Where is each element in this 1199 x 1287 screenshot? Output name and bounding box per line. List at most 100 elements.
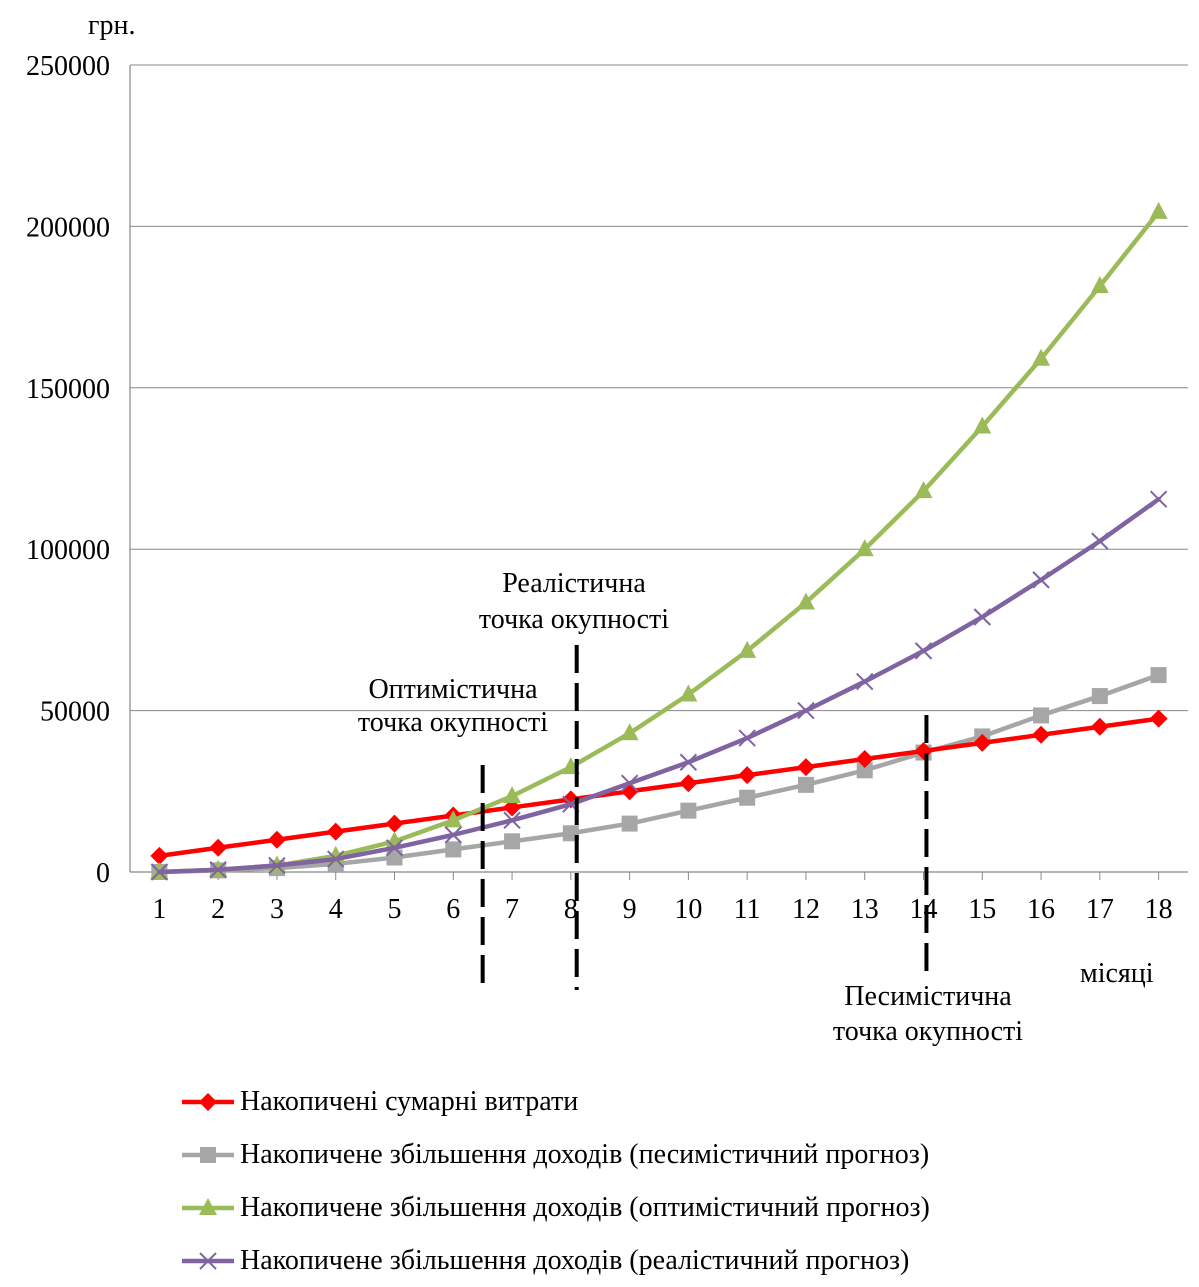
series-line <box>157 209 1161 875</box>
data-point <box>1090 276 1109 294</box>
data-point <box>796 758 815 777</box>
legend: Накопичені сумарні витрати Накопичене збі… <box>180 1075 930 1287</box>
data-point <box>739 789 756 806</box>
x-tick-label: 4 <box>329 894 343 925</box>
data-point <box>504 833 521 850</box>
data-point <box>680 802 697 819</box>
x-tick-label: 16 <box>1027 894 1055 925</box>
data-point <box>150 846 169 865</box>
y-axis-label: грн. <box>88 10 135 41</box>
data-point <box>621 815 638 832</box>
data-point <box>503 811 521 830</box>
data-point <box>267 830 286 849</box>
data-point <box>326 822 345 841</box>
series-0 <box>150 709 1168 865</box>
annotation-label: Оптимістична <box>368 674 538 705</box>
data-point <box>1090 717 1109 736</box>
legend-swatch-marker <box>200 1146 216 1163</box>
data-point <box>856 762 873 779</box>
y-tick-labels: 0 50000 100000 150000 200000 250000 <box>26 51 110 889</box>
legend-swatch-marker <box>199 1197 217 1215</box>
x-tick-label: 18 <box>1145 894 1173 925</box>
legend-label: Накопичене збільшення доходів (реалістич… <box>240 1244 910 1276</box>
annotation-label: Песимістична <box>844 981 1012 1012</box>
legend-swatch <box>182 1092 234 1111</box>
data-point <box>209 838 228 857</box>
legend-label: Накопичені сумарні витрати <box>240 1085 579 1117</box>
data-point <box>738 766 757 785</box>
y-tick-label: 200000 <box>26 212 110 243</box>
data-point <box>386 849 403 866</box>
data-point <box>444 826 462 844</box>
annotation-label: точка окупності <box>479 604 669 635</box>
data-point <box>445 841 462 858</box>
annotation-label: точка окупності <box>358 707 548 738</box>
data-point <box>1149 490 1168 508</box>
series-group <box>150 201 1168 881</box>
y-tick-label: 100000 <box>26 535 110 566</box>
data-point <box>797 701 815 720</box>
legend-swatch <box>182 1146 234 1163</box>
data-point <box>738 640 757 658</box>
data-point <box>797 776 814 793</box>
data-point <box>1149 709 1168 728</box>
x-tick-label: 1 <box>152 894 166 925</box>
series-line <box>157 716 1161 859</box>
x-tick-label: 13 <box>851 894 879 925</box>
gridlines <box>130 64 1188 712</box>
data-point <box>385 839 404 857</box>
data-point <box>796 592 815 610</box>
data-point <box>914 642 933 660</box>
data-point <box>679 774 698 793</box>
data-point <box>1032 348 1051 366</box>
data-point <box>679 684 698 702</box>
data-point <box>620 774 639 792</box>
data-point <box>973 416 992 434</box>
data-point <box>1091 688 1108 705</box>
x-tick-label: 10 <box>674 894 702 925</box>
y-tick-label: 150000 <box>26 374 110 405</box>
y-tick-label: 50000 <box>40 697 110 728</box>
legend-item: Накопичене збільшення доходів (реалістич… <box>180 1234 930 1287</box>
data-point <box>855 539 874 557</box>
data-point <box>679 753 698 771</box>
x-tick-label: 8 <box>564 894 578 925</box>
x-tick-label: 2 <box>211 894 225 925</box>
y-tick-label: 0 <box>96 858 110 889</box>
data-point <box>1150 667 1167 684</box>
data-point <box>973 608 991 626</box>
annotation-label: точка окупності <box>833 1016 1023 1047</box>
legend-item: Накопичене збільшення доходів (песимісти… <box>180 1128 930 1181</box>
data-point <box>327 850 345 868</box>
series-2 <box>150 201 1168 879</box>
legend-item: Накопичене збільшення доходів (оптимісти… <box>180 1181 930 1234</box>
legend-swatch-marker <box>199 1251 217 1270</box>
x-tick-label: 12 <box>792 894 820 925</box>
data-point <box>855 750 874 769</box>
data-point <box>1091 532 1109 550</box>
x-tick-label: 5 <box>388 894 402 925</box>
legend-swatch-marker <box>199 1092 217 1111</box>
legend-swatch <box>182 1251 234 1270</box>
data-point <box>914 481 933 499</box>
x-tick-label: 14 <box>910 894 938 925</box>
x-tick-label: 7 <box>505 894 519 925</box>
x-tick-label: 3 <box>270 894 284 925</box>
data-point <box>973 733 992 752</box>
x-tick-labels: 1 2 3 4 5 6 7 8 9 10 11 12 13 14 15 16 17 18 <box>152 894 1172 925</box>
x-tick-label: 9 <box>623 894 637 925</box>
y-tick-label: 250000 <box>26 51 110 82</box>
axes <box>129 65 1188 880</box>
legend-item: Накопичені сумарні витрати <box>180 1075 930 1128</box>
legend-label: Накопичене збільшення доходів (песимісти… <box>240 1138 930 1170</box>
data-point <box>1032 725 1051 744</box>
data-point <box>150 863 169 881</box>
x-axis-label: місяці <box>1080 958 1154 989</box>
annotation-label: Реалістична <box>502 568 646 599</box>
legend-swatch <box>182 1197 234 1215</box>
data-point <box>209 861 227 879</box>
x-tick-label: 6 <box>446 894 460 925</box>
data-point <box>1032 571 1050 589</box>
data-point <box>444 810 463 828</box>
